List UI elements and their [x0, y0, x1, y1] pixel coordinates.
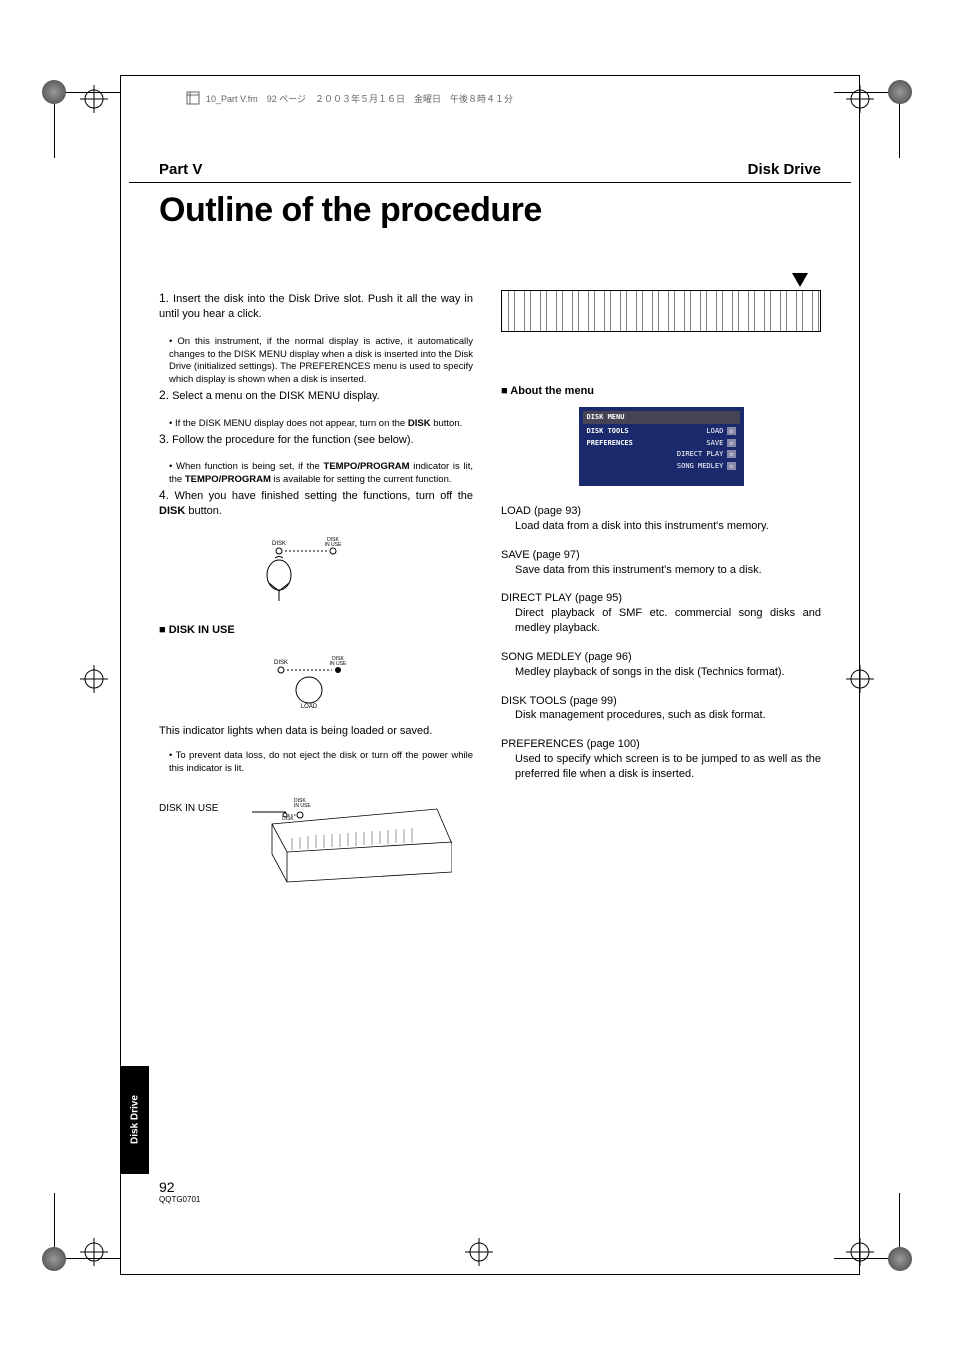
menu-item-desc: Direct playback of SMF etc. commercial s… [501, 606, 821, 636]
step: 4. When you have finished setting the fu… [159, 487, 473, 519]
reg-target-bl [80, 1238, 108, 1266]
menu-item: SONG MEDLEY (page 96) Medley playback of… [501, 650, 821, 680]
menu-item-title: DISK TOOLS (page 99) [501, 694, 821, 709]
crop-circle-br [888, 1247, 912, 1271]
about-menu-heading: About the menu [501, 384, 821, 399]
step: 1. Insert the disk into the Disk Drive s… [159, 290, 473, 322]
menu-right-item: SAVE [706, 439, 723, 447]
menu-item-desc: Used to specify which screen is to be ju… [501, 752, 821, 782]
disk-button-diagram-1: DISK DISK IN USE [159, 533, 473, 603]
menu-item-desc: Save data from this instrument's memory … [501, 563, 821, 578]
menu-right-item: LOAD [706, 427, 723, 435]
menu-left-item: DISK TOOLS [587, 427, 629, 436]
crop-line [899, 104, 900, 158]
file-info-header: 10_Part V.fm 92 ページ ２００３年５月１６日 金曜日 午後８時４… [186, 91, 513, 105]
svg-text:IN USE: IN USE [294, 803, 311, 809]
body-columns: 1. Insert the disk into the Disk Drive s… [121, 230, 859, 889]
keyboard-panel-diagram [501, 290, 821, 332]
step-bullet: If the DISK MENU display does not appear… [159, 418, 473, 431]
disk-in-use-bullet: To prevent data loss, do not eject the d… [159, 750, 473, 776]
side-tab-label: Disk Drive [130, 1096, 141, 1145]
menu-item: PREFERENCES (page 100) Used to specify w… [501, 737, 821, 782]
reg-target-ml [80, 665, 108, 693]
left-column: 1. Insert the disk into the Disk Drive s… [159, 290, 473, 889]
part-label: Part V [159, 161, 202, 178]
doc-code: QQTG0701 [159, 1195, 200, 1204]
page-number: 92 [159, 1179, 200, 1195]
menu-item: DISK TOOLS (page 99) Disk management pro… [501, 694, 821, 724]
menu-right-item: SONG MEDLEY [677, 462, 723, 470]
step: 2. Select a menu on the DISK MENU displa… [159, 387, 473, 404]
disk-in-use-desc: This indicator lights when data is being… [159, 724, 473, 739]
side-tab: Disk Drive [121, 1066, 149, 1174]
crop-line [54, 104, 55, 158]
crop-line [899, 1193, 900, 1247]
step: 3. Follow the procedure for the function… [159, 431, 473, 448]
menu-item-desc: Disk management procedures, such as disk… [501, 708, 821, 723]
crop-circle-tr [888, 80, 912, 104]
menu-item: SAVE (page 97) Save data from this instr… [501, 548, 821, 578]
page-title: Outline of the procedure [121, 183, 859, 230]
right-column: About the menu DISK MENU DISK TOOLS LOAD… [501, 290, 821, 889]
disk-in-use-small2: IN USE [325, 542, 342, 548]
menu-left-item: PREFERENCES [587, 439, 633, 448]
step-bullet: When function is being set, if the TEMPO… [159, 461, 473, 487]
svg-text:IN USE: IN USE [330, 661, 347, 667]
menu-item: LOAD (page 93) Load data from a disk int… [501, 504, 821, 534]
disk-menu-title: DISK MENU [583, 411, 740, 424]
page-footer: 92 QQTG0701 [159, 1179, 200, 1204]
svg-text:DISK: DISK [274, 660, 288, 666]
svg-text:LOAD: LOAD [301, 704, 318, 710]
reg-target-tl [80, 85, 108, 113]
disk-button-diagram-2: DISK DISK IN USE LOAD [159, 652, 473, 710]
step-bullet: On this instrument, if the normal displa… [159, 336, 473, 387]
menu-item-title: SAVE (page 97) [501, 548, 821, 563]
file-info-text: 10_Part V.fm 92 ページ ２００３年５月１６日 金曜日 午後８時４… [206, 92, 513, 105]
menu-item-title: SONG MEDLEY (page 96) [501, 650, 821, 665]
crop-circle-bl [42, 1247, 66, 1271]
menu-item-desc: Medley playback of songs in the disk (Te… [501, 665, 821, 680]
crop-line [66, 92, 120, 93]
piano-diagram: DISK IN USE DISK IN USE DISK [159, 788, 473, 889]
menu-item-title: PREFERENCES (page 100) [501, 737, 821, 752]
menu-item-desc: Load data from a disk into this instrume… [501, 519, 821, 534]
menu-item-title: DIRECT PLAY (page 95) [501, 591, 821, 606]
section-label: Disk Drive [748, 161, 821, 178]
disk-menu-screenshot: DISK MENU DISK TOOLS LOAD▫ PREFERENCES S… [579, 407, 744, 486]
disk-in-use-heading: DISK IN USE [159, 623, 473, 638]
crop-line [54, 1193, 55, 1247]
menu-item: DIRECT PLAY (page 95) Direct playback of… [501, 591, 821, 636]
menu-right-item: DIRECT PLAY [677, 450, 723, 458]
disk-label: DISK [272, 541, 286, 547]
menu-item-title: LOAD (page 93) [501, 504, 821, 519]
crop-line [66, 1258, 120, 1259]
disk-in-use-pointer-label: DISK IN USE [159, 802, 218, 816]
arrow-down-icon [792, 273, 808, 287]
crop-circle-tl [42, 80, 66, 104]
page-frame: 10_Part V.fm 92 ページ ２００３年５月１６日 金曜日 午後８時４… [120, 75, 860, 1275]
